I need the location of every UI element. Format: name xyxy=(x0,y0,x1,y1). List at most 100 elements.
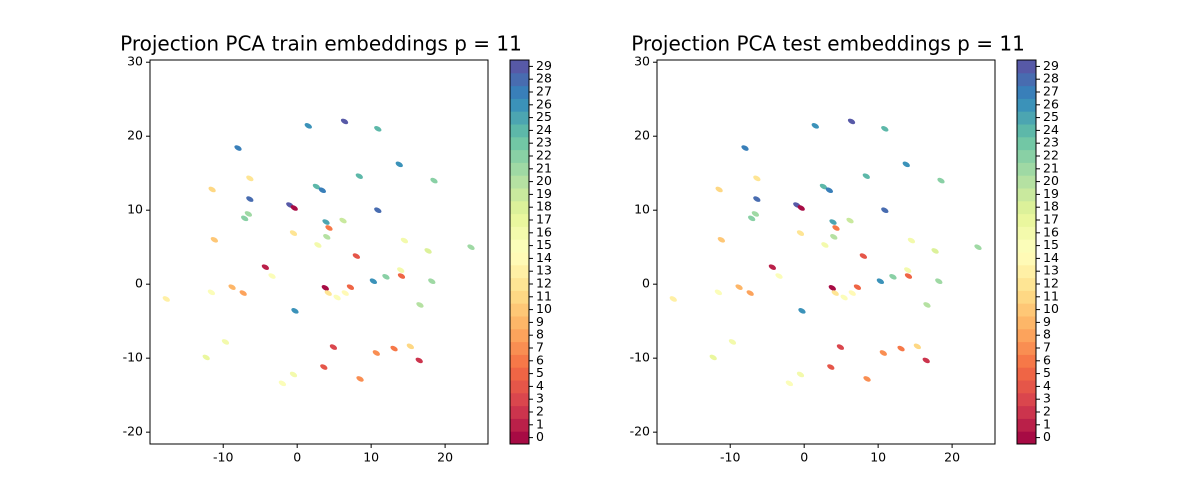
point xyxy=(369,278,378,285)
colorbar-level xyxy=(1017,98,1036,112)
point xyxy=(922,357,930,364)
y-tick-label: -10 xyxy=(123,350,143,365)
colorbar-tick-label: 24 xyxy=(536,122,552,137)
colorbar-tick-label: 18 xyxy=(1043,199,1059,214)
colorbar-tick-label: 12 xyxy=(536,276,552,291)
colorbar-level xyxy=(510,405,529,419)
point xyxy=(798,307,806,314)
colorbar-level xyxy=(510,341,529,355)
point xyxy=(395,161,403,168)
point xyxy=(714,289,723,296)
point xyxy=(323,234,331,240)
point xyxy=(341,290,349,296)
colorbar-tick-label: 23 xyxy=(536,135,552,150)
colorbar-tick-label: 22 xyxy=(1043,148,1059,163)
x-tick-label: -10 xyxy=(213,450,233,465)
colorbar-tick-label: 23 xyxy=(1043,135,1059,150)
colorbar-level xyxy=(1017,136,1036,151)
point xyxy=(768,264,777,270)
point xyxy=(228,284,236,290)
colorbar-level xyxy=(510,316,529,330)
colorbar-level xyxy=(1017,264,1036,279)
colorbar-level xyxy=(510,252,529,266)
colorbar-tick-label: 8 xyxy=(536,327,544,342)
colorbar-tick-label: 0 xyxy=(536,429,544,444)
point xyxy=(210,236,218,243)
point xyxy=(162,296,170,302)
point xyxy=(819,183,828,190)
point xyxy=(785,380,794,387)
colorbar-tick-label: 3 xyxy=(536,391,544,406)
point xyxy=(346,284,355,290)
point xyxy=(329,344,338,350)
colorbar-level xyxy=(1017,405,1036,419)
colorbar-level xyxy=(510,136,529,151)
point xyxy=(322,219,330,225)
colorbar-level xyxy=(1017,252,1036,266)
chart-title: Projection PCA test embeddings p = 11 xyxy=(631,32,1025,56)
colorbar-tick-label: 15 xyxy=(536,237,552,252)
point xyxy=(374,207,382,214)
colorbar-level xyxy=(1017,290,1036,304)
colorbar-tick-label: 17 xyxy=(1043,212,1059,227)
point xyxy=(904,267,912,273)
colorbar-level xyxy=(510,431,529,445)
colorbar-tick-label: 22 xyxy=(536,148,552,163)
colorbar-tick-label: 28 xyxy=(1043,71,1059,86)
point xyxy=(897,345,905,352)
colorbar-tick-label: 14 xyxy=(536,250,552,265)
y-tick-label: 30 xyxy=(127,54,143,69)
colorbar-level xyxy=(1017,111,1036,125)
colorbar-level xyxy=(510,277,529,291)
colorbar-tick-label: 7 xyxy=(536,340,544,355)
point xyxy=(372,350,380,356)
colorbar-level xyxy=(1017,162,1036,176)
point xyxy=(406,343,414,350)
colorbar-tick-label: 20 xyxy=(1043,173,1059,188)
colorbar-level xyxy=(510,188,529,202)
point xyxy=(416,302,424,308)
point xyxy=(467,244,475,251)
point xyxy=(717,236,725,243)
colorbar-tick-label: 3 xyxy=(1043,391,1051,406)
point xyxy=(735,284,743,290)
y-tick-label: 20 xyxy=(127,128,143,143)
point xyxy=(291,307,299,314)
chart-title: Projection PCA train embeddings p = 11 xyxy=(120,32,522,56)
point xyxy=(827,364,835,370)
point xyxy=(775,273,783,279)
point xyxy=(339,217,347,224)
y-tick-label: 20 xyxy=(634,128,650,143)
point xyxy=(325,225,333,231)
point xyxy=(221,339,230,345)
colorbar-tick-label: 19 xyxy=(1043,186,1059,201)
colorbar-tick-label: 29 xyxy=(1043,58,1059,73)
colorbar-tick-label: 10 xyxy=(536,301,552,316)
x-tick-label: 10 xyxy=(870,450,886,465)
point xyxy=(881,125,889,132)
colorbar-tick-label: 1 xyxy=(1043,416,1051,431)
colorbar-tick-label: 26 xyxy=(1043,96,1059,111)
point xyxy=(847,118,856,125)
colorbar-level xyxy=(510,264,529,279)
point xyxy=(923,302,931,308)
point xyxy=(289,371,298,378)
colorbar-tick-label: 25 xyxy=(1043,109,1059,124)
colorbar-level xyxy=(1017,85,1036,99)
point xyxy=(935,278,943,285)
point xyxy=(415,357,423,364)
colorbar-tick-label: 26 xyxy=(536,96,552,111)
colorbar-level xyxy=(510,328,529,343)
colorbar-level xyxy=(510,162,529,176)
plot-frame xyxy=(149,59,489,445)
point xyxy=(314,242,322,248)
colorbar-tick-label: 19 xyxy=(536,186,552,201)
point xyxy=(239,290,247,296)
point xyxy=(796,371,805,378)
colorbar-level xyxy=(1017,72,1036,87)
colorbar-level xyxy=(510,380,529,394)
point xyxy=(333,294,341,301)
point xyxy=(846,217,854,224)
point xyxy=(261,264,270,270)
point xyxy=(863,376,871,382)
